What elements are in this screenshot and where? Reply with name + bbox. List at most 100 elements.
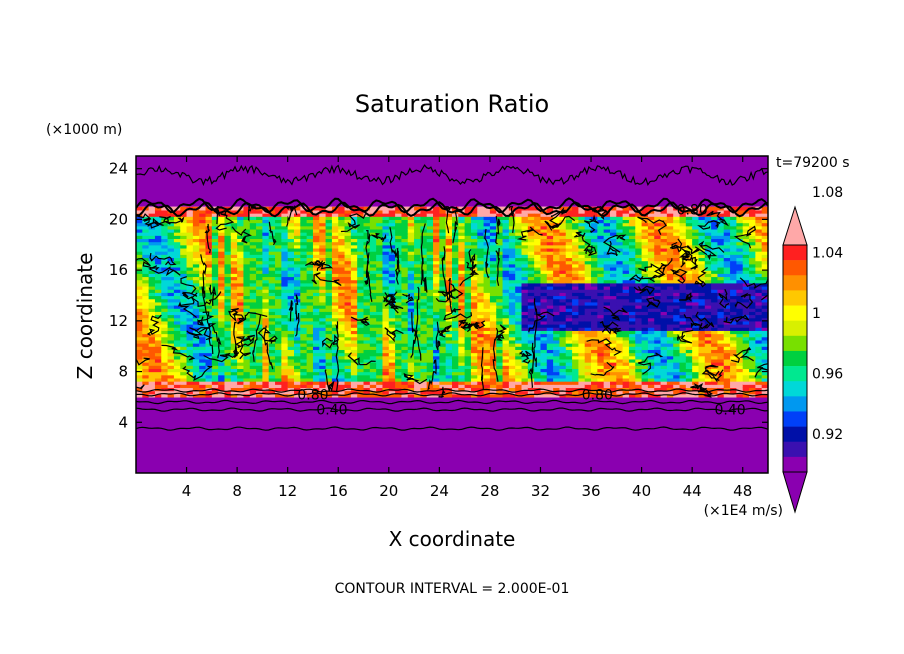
field-cell xyxy=(622,324,630,328)
field-cell xyxy=(275,241,282,246)
field-cell xyxy=(382,308,390,312)
field-cell xyxy=(616,377,624,382)
field-cell xyxy=(559,279,567,284)
field-cell xyxy=(249,292,257,297)
field-cell xyxy=(256,247,263,252)
field-cell xyxy=(433,213,440,217)
field-cell xyxy=(591,311,598,316)
field-cell xyxy=(445,381,453,385)
field-cell xyxy=(281,343,289,347)
field-cell xyxy=(534,298,542,303)
field-cell xyxy=(230,295,238,300)
field-cell xyxy=(350,206,358,211)
field-cell xyxy=(527,222,535,227)
field-cell xyxy=(338,387,346,392)
field-cell xyxy=(452,317,459,322)
field-cell xyxy=(211,304,219,309)
field-cell xyxy=(256,365,263,369)
field-cell xyxy=(553,371,561,376)
field-cell xyxy=(294,317,301,322)
field-cell xyxy=(199,270,207,274)
field-cell xyxy=(540,346,548,350)
field-cell xyxy=(426,393,434,398)
field-cell xyxy=(610,362,617,366)
field-cell xyxy=(218,324,226,328)
field-cell xyxy=(154,251,162,255)
field-cell xyxy=(230,232,238,236)
field-cell xyxy=(578,304,586,309)
field-cell xyxy=(268,219,276,224)
field-cell xyxy=(489,247,497,252)
field-cell xyxy=(325,336,333,341)
field-cell xyxy=(161,358,169,363)
field-cell xyxy=(414,254,421,259)
field-cell xyxy=(603,358,611,363)
field-cell xyxy=(603,336,611,341)
field-cell xyxy=(401,282,409,287)
field-cell xyxy=(192,244,200,249)
field-cell xyxy=(268,301,276,306)
field-cell xyxy=(635,225,643,230)
field-cell xyxy=(281,298,289,303)
field-cell xyxy=(572,257,579,262)
field-cell xyxy=(508,235,516,240)
field-cell xyxy=(357,228,365,233)
field-cell xyxy=(622,282,630,287)
field-cell xyxy=(205,362,213,366)
field-cell xyxy=(477,387,485,392)
field-cell xyxy=(401,390,409,395)
field-cell xyxy=(452,330,459,335)
field-cell xyxy=(508,346,516,350)
field-cell xyxy=(616,387,624,392)
field-cell xyxy=(237,279,245,284)
field-cell xyxy=(546,282,554,287)
field-cell xyxy=(401,292,409,297)
field-cell xyxy=(489,330,497,335)
field-cell xyxy=(622,251,630,255)
field-cell xyxy=(338,266,346,271)
field-cell xyxy=(312,336,320,341)
field-cell xyxy=(287,384,295,389)
field-cell xyxy=(300,254,308,259)
field-cell xyxy=(647,393,655,398)
field-cell xyxy=(344,235,352,240)
field-cell xyxy=(300,295,308,300)
field-cell xyxy=(357,235,365,240)
field-cell xyxy=(433,254,440,259)
field-cell xyxy=(331,282,339,287)
field-cell xyxy=(502,235,510,240)
field-cell xyxy=(300,374,308,379)
field-cell xyxy=(218,371,226,376)
field-cell xyxy=(426,371,434,376)
field-cell xyxy=(167,228,175,233)
field-cell xyxy=(363,371,371,376)
field-cell xyxy=(470,327,478,331)
field-cell xyxy=(420,349,428,354)
field-cell xyxy=(287,282,295,287)
field-cell xyxy=(262,292,270,297)
field-cell xyxy=(572,390,579,395)
field-cell xyxy=(647,381,655,385)
field-cell xyxy=(584,346,592,350)
field-cell xyxy=(426,232,434,236)
field-cell xyxy=(237,282,245,287)
field-cell xyxy=(243,346,251,350)
field-cell xyxy=(154,374,162,379)
field-cell xyxy=(559,241,567,246)
field-cell xyxy=(256,279,263,284)
field-cell xyxy=(154,216,162,220)
field-cell xyxy=(312,343,320,347)
field-cell xyxy=(407,330,415,335)
field-cell xyxy=(489,368,497,373)
field-cell xyxy=(508,393,516,398)
field-cell xyxy=(515,377,523,382)
field-cell xyxy=(192,371,200,376)
field-cell xyxy=(470,377,478,382)
field-cell xyxy=(224,235,232,240)
field-cell xyxy=(572,336,579,341)
field-cell xyxy=(458,219,466,224)
field-cell xyxy=(572,298,579,303)
field-cell xyxy=(521,368,529,373)
field-cell xyxy=(445,244,453,249)
field-cell xyxy=(306,381,314,385)
